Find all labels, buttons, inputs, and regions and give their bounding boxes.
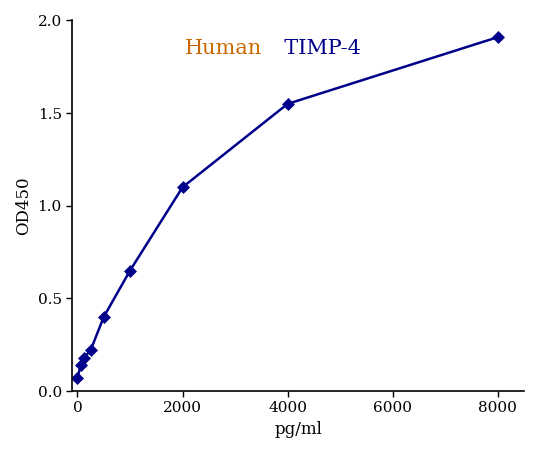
X-axis label: pg/ml: pg/ml [274, 421, 322, 438]
Text: TIMP-4: TIMP-4 [271, 39, 361, 58]
Text: Human: Human [185, 39, 262, 58]
Y-axis label: OD450: OD450 [15, 177, 32, 235]
